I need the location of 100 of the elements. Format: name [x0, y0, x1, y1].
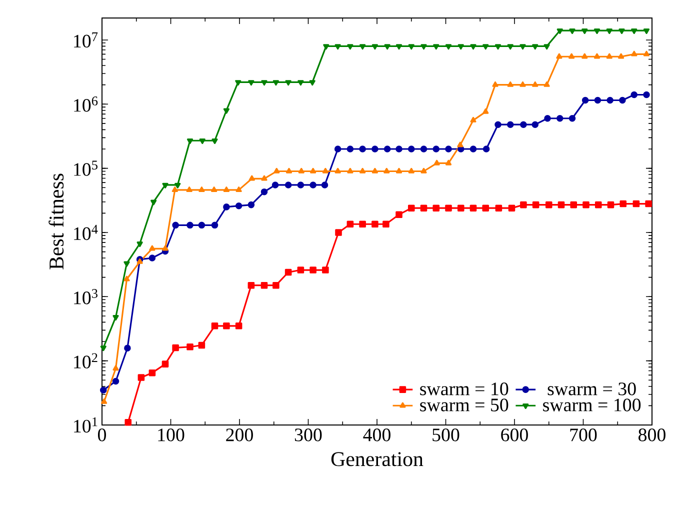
legend-label: swarm = 10 — [420, 382, 508, 396]
point — [632, 200, 640, 208]
point — [470, 204, 477, 212]
point — [384, 146, 391, 152]
point — [558, 201, 565, 208]
point — [162, 245, 168, 251]
point — [334, 146, 342, 152]
point — [445, 44, 452, 50]
point — [618, 53, 624, 59]
y-tick-label: 10$^{4}$ — [74, 224, 98, 240]
point — [211, 222, 218, 229]
point — [532, 81, 538, 87]
point — [274, 168, 280, 174]
point — [359, 146, 366, 152]
point — [297, 266, 304, 274]
point — [532, 121, 539, 128]
point — [346, 220, 354, 228]
point — [323, 44, 330, 50]
point — [606, 53, 612, 59]
legend-label: swarm = 30 — [548, 382, 636, 396]
point — [112, 315, 119, 321]
x-axis-title: Generation — [331, 452, 424, 466]
point — [396, 168, 402, 174]
point — [186, 222, 194, 229]
point — [520, 121, 527, 128]
point — [630, 91, 638, 98]
point — [138, 374, 145, 381]
point — [124, 261, 130, 267]
point — [248, 175, 255, 181]
point — [544, 81, 550, 87]
point — [172, 222, 179, 229]
point — [186, 138, 194, 144]
point — [532, 44, 538, 50]
point — [420, 146, 428, 152]
point — [124, 344, 131, 352]
point — [408, 168, 414, 174]
point — [643, 91, 650, 98]
y-tick-label: 10$^{1}$ — [74, 417, 98, 433]
point — [372, 220, 378, 228]
point — [568, 114, 576, 122]
point — [594, 53, 600, 59]
point — [545, 201, 552, 208]
point — [396, 211, 402, 218]
point — [606, 96, 614, 104]
x-tick-label: 700 — [570, 428, 597, 442]
point — [482, 108, 489, 114]
point — [260, 188, 268, 196]
legend-label: swarm = 100 — [543, 398, 641, 412]
point — [618, 28, 625, 34]
point — [322, 266, 329, 274]
point — [594, 96, 602, 104]
point — [470, 146, 477, 152]
point — [582, 28, 588, 34]
point — [620, 200, 627, 208]
point — [582, 201, 590, 208]
x-tick-label: 300 — [294, 428, 322, 442]
point — [272, 182, 279, 188]
point — [470, 44, 476, 50]
point — [631, 50, 638, 56]
point — [172, 186, 178, 192]
point — [645, 200, 652, 208]
point — [347, 168, 354, 174]
point — [384, 44, 390, 50]
y-tick-label: 10$^{6}$ — [74, 96, 98, 112]
point — [396, 44, 402, 50]
point — [174, 182, 181, 188]
point — [457, 142, 464, 148]
point — [298, 168, 304, 174]
point — [568, 53, 575, 59]
point — [162, 360, 169, 368]
point — [322, 168, 328, 174]
x-tick-label: 500 — [432, 428, 460, 442]
point — [506, 121, 514, 128]
point — [396, 146, 402, 152]
point — [149, 245, 156, 251]
point — [570, 201, 578, 208]
point — [556, 114, 564, 122]
point — [607, 201, 614, 208]
point — [150, 200, 157, 206]
point — [458, 44, 464, 50]
point — [235, 202, 242, 210]
point — [495, 204, 502, 212]
point — [100, 386, 107, 394]
point — [556, 28, 563, 34]
point — [643, 28, 650, 34]
point — [520, 81, 526, 87]
point — [100, 346, 106, 352]
x-tick-label: 200 — [226, 428, 253, 442]
point — [211, 322, 218, 330]
point — [445, 160, 452, 166]
point — [372, 168, 378, 174]
point — [445, 146, 452, 152]
point — [372, 146, 378, 152]
point — [162, 182, 168, 188]
point — [261, 175, 268, 181]
point — [235, 80, 242, 86]
point — [321, 182, 328, 188]
point — [556, 53, 562, 59]
point — [432, 204, 440, 212]
point — [284, 268, 292, 276]
